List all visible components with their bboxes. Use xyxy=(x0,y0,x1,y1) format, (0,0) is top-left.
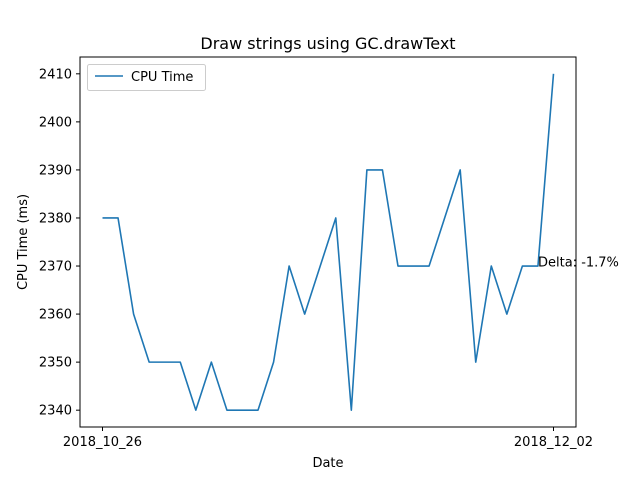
y-tick-label: 2360 xyxy=(39,308,72,323)
series-line-cpu-time xyxy=(102,73,555,411)
y-tick-label: 2400 xyxy=(39,115,72,130)
annotations: Delta: -1.7% xyxy=(538,256,619,271)
y-tick-label: 2390 xyxy=(39,163,72,178)
chart-title: Draw strings using GC.drawText xyxy=(200,34,455,53)
legend: CPU Time xyxy=(87,64,206,91)
x-tick-label: 2018_10_26 xyxy=(63,435,142,450)
y-axis-label: CPU Time (ms) xyxy=(16,194,31,290)
x-axis-label: Date xyxy=(312,456,343,471)
legend-label: CPU Time xyxy=(131,70,193,85)
plot-area xyxy=(79,56,577,428)
y-tick-label: 2340 xyxy=(39,404,72,419)
y-tick-label: 2410 xyxy=(39,67,72,82)
y-tick-label: 2370 xyxy=(39,260,72,275)
x-tick-label: 2018_12_02 xyxy=(514,435,593,450)
series-layer xyxy=(102,73,555,411)
legend-box xyxy=(87,64,206,91)
delta-annotation: Delta: -1.7% xyxy=(538,256,619,271)
y-tick-label: 2350 xyxy=(39,356,72,371)
x-axis-ticks: 2018_10_26 2018_12_02 xyxy=(63,427,593,450)
y-tick-label: 2380 xyxy=(39,211,72,226)
y-axis-ticks: 2340 2350 2360 2370 2380 2390 2400 2410 xyxy=(39,67,80,419)
plot-frame xyxy=(79,56,577,428)
